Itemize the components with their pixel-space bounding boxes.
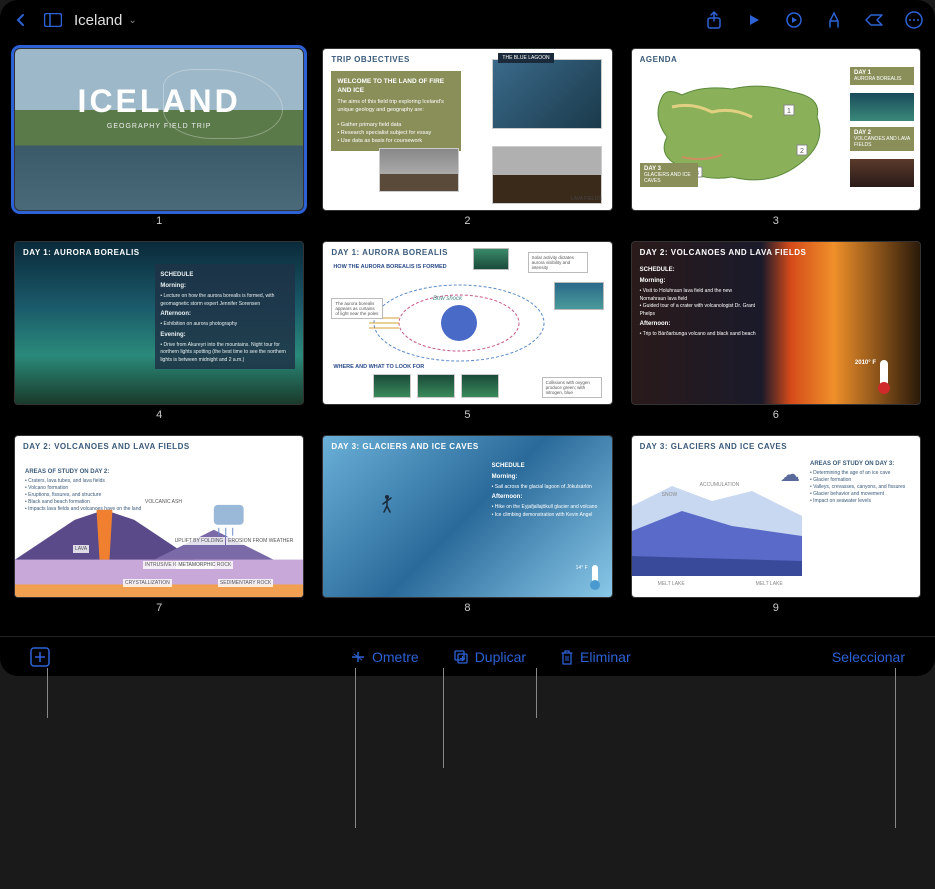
select-button[interactable]: Seleccionar — [832, 649, 905, 665]
slide-number: 6 — [773, 409, 779, 421]
rehearse-icon[interactable] — [783, 9, 805, 31]
slide-cell: DAY 2: VOLCANOES AND LAVA FIELDS SCHEDUL… — [631, 241, 921, 420]
svg-text:2: 2 — [800, 148, 804, 155]
slide-thumbnail-2[interactable]: TRIP OBJECTIVES WELCOME TO THE LAND OF F… — [322, 48, 612, 211]
share-icon[interactable] — [703, 9, 725, 31]
back-icon[interactable] — [10, 9, 32, 31]
slide-number: 2 — [464, 215, 470, 227]
slide-thumbnail-9[interactable]: DAY 3: GLACIERS AND ICE CAVES AREAS OF S… — [631, 435, 921, 598]
light-table: ICELAND GEOGRAPHY FIELD TRIP 1 TRIP OBJE… — [0, 40, 935, 636]
callout-line — [47, 668, 48, 718]
slide-thumbnail-6[interactable]: DAY 2: VOLCANOES AND LAVA FIELDS SCHEDUL… — [631, 241, 921, 404]
callout-line — [895, 668, 896, 828]
callout-line — [536, 668, 537, 718]
slide-number: 3 — [773, 215, 779, 227]
svg-text:1: 1 — [787, 108, 791, 115]
toolbar: Iceland ⌄ — [0, 0, 935, 40]
slide-cell: DAY 1: AURORA BOREALIS HOW THE AURORA BO… — [322, 241, 612, 420]
chevron-down-icon: ⌄ — [128, 15, 136, 26]
slide-thumbnail-3[interactable]: AGENDA 1 2 3 DAY 1AURORA BOREALIS DAY 2V… — [631, 48, 921, 211]
slide-number: 5 — [464, 409, 470, 421]
slide-number: 9 — [773, 602, 779, 614]
slide-number: 8 — [464, 602, 470, 614]
slide-title: ICELAND — [15, 83, 303, 120]
callout-line — [443, 668, 444, 768]
animate-icon[interactable] — [863, 9, 885, 31]
slide-number: 7 — [156, 602, 162, 614]
bottom-toolbar: Ometre Duplicar Eliminar Seleccionar — [0, 636, 935, 676]
slide-cell: DAY 3: GLACIERS AND ICE CAVES AREAS OF S… — [631, 435, 921, 614]
slide-cell: AGENDA 1 2 3 DAY 1AURORA BOREALIS DAY 2V… — [631, 48, 921, 227]
svg-text:Bow shock: Bow shock — [433, 296, 463, 302]
slide-thumbnail-5[interactable]: DAY 1: AURORA BOREALIS HOW THE AURORA BO… — [322, 241, 612, 404]
slide-number: 4 — [156, 409, 162, 421]
slide-cell: ICELAND GEOGRAPHY FIELD TRIP 1 — [14, 48, 304, 227]
slide-cell: DAY 3: GLACIERS AND ICE CAVES SCHEDULE M… — [322, 435, 612, 614]
slide-thumbnail-8[interactable]: DAY 3: GLACIERS AND ICE CAVES SCHEDULE M… — [322, 435, 612, 598]
slide-number: 1 — [156, 215, 162, 227]
duplicate-button[interactable]: Duplicar — [453, 649, 526, 665]
slide-thumbnail-1[interactable]: ICELAND GEOGRAPHY FIELD TRIP — [14, 48, 304, 211]
slide-cell: DAY 2: VOLCANOES AND LAVA FIELDS AREAS O… — [14, 435, 304, 614]
slide-cell: DAY 1: AURORA BOREALIS SCHEDULE Morning:… — [14, 241, 304, 420]
slide-subtitle: GEOGRAPHY FIELD TRIP — [15, 123, 303, 130]
format-icon[interactable] — [823, 9, 845, 31]
delete-button[interactable]: Eliminar — [560, 649, 631, 665]
add-slide-button[interactable] — [30, 647, 50, 667]
sidebar-icon[interactable] — [42, 9, 64, 31]
slide-cell: TRIP OBJECTIVES WELCOME TO THE LAND OF F… — [322, 48, 612, 227]
app-window: Iceland ⌄ — [0, 0, 935, 676]
slide-thumbnail-4[interactable]: DAY 1: AURORA BOREALIS SCHEDULE Morning:… — [14, 241, 304, 404]
document-title[interactable]: Iceland ⌄ — [74, 12, 137, 29]
slide-thumbnail-7[interactable]: DAY 2: VOLCANOES AND LAVA FIELDS AREAS O… — [14, 435, 304, 598]
callout-line — [355, 668, 356, 828]
more-icon[interactable] — [903, 9, 925, 31]
play-icon[interactable] — [743, 9, 765, 31]
skip-button[interactable]: Ometre — [350, 649, 419, 665]
